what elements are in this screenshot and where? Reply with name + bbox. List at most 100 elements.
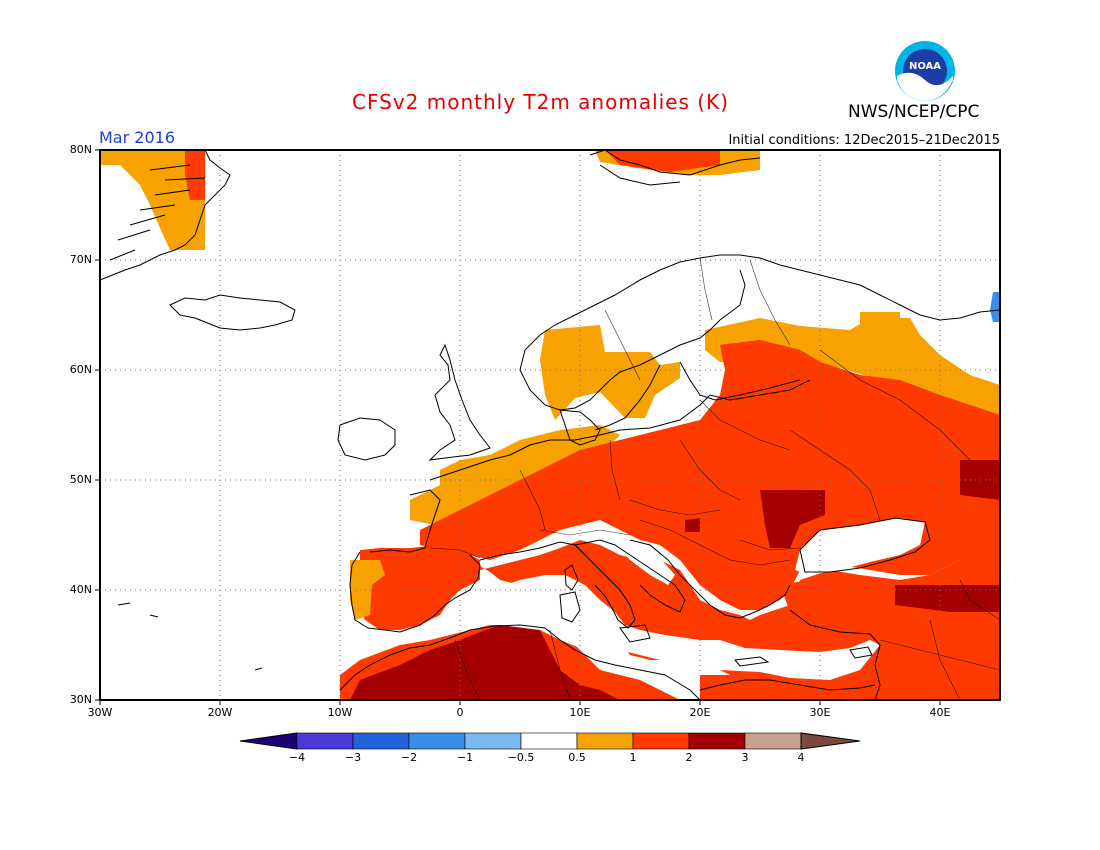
- border-balkans: [639, 519, 791, 566]
- lon-label: 20E: [689, 706, 711, 719]
- anomaly-region-scandinavia: [540, 325, 680, 420]
- coast-crete: [734, 656, 770, 667]
- border-maghreb: [454, 629, 571, 701]
- colorbar-tick-label: −3: [344, 751, 362, 764]
- anomaly-region-ukraine-hot: [760, 490, 825, 548]
- coast-corsica: [564, 564, 579, 591]
- coast-baltic: [599, 269, 801, 401]
- colorbar-swatch: [296, 732, 354, 750]
- lat-label: 80N: [69, 143, 92, 156]
- coast-svalbard: [589, 149, 761, 186]
- colorbar-arrow-left: [239, 732, 298, 750]
- lat-label: 50N: [69, 473, 92, 486]
- border-sweden-finland: [699, 257, 713, 321]
- coast-ireland: [337, 417, 396, 461]
- colorbar-tick-label: 0.5: [568, 751, 586, 764]
- anomaly-region-greenland-warm: [185, 150, 205, 200]
- lon-label: 10W: [327, 706, 353, 719]
- coast-denmark: [559, 409, 601, 446]
- border-pl-ua: [679, 439, 741, 501]
- coast-great-britain: [428, 343, 491, 461]
- anomaly-region-sahara-hot: [350, 625, 620, 700]
- coast-italy: [574, 539, 686, 613]
- coast-mediterranean-north: [479, 541, 636, 629]
- colorbar-swatch: [520, 732, 578, 750]
- lon-label: 10E: [569, 706, 591, 719]
- coast-iberia: [349, 551, 481, 633]
- anomaly-region-kola: [860, 312, 900, 325]
- border-fr-es: [429, 547, 481, 559]
- coast-libya-egypt: [699, 679, 876, 691]
- colorbar-tick-label: 1: [629, 751, 637, 764]
- anomaly-region-iberia: [355, 545, 480, 630]
- anomaly-region-svalbard-warm: [605, 150, 720, 172]
- colorbar-swatch: [576, 732, 634, 750]
- colorbar-swatch: [352, 732, 410, 750]
- lon-label: 30E: [809, 706, 831, 719]
- border-sweden-norway: [604, 309, 641, 381]
- coast-black-sea: [799, 517, 931, 573]
- coast-anatolia: [789, 609, 881, 701]
- colorbar-swatch: [408, 732, 466, 750]
- anomaly-region-portugal: [350, 560, 385, 620]
- svg-text:NOAA: NOAA: [909, 61, 941, 72]
- coast-balkans: [629, 539, 791, 619]
- lat-label: 40N: [69, 583, 92, 596]
- agency-label: NWS/NCEP/CPC: [848, 102, 980, 122]
- coast-continent-north: [429, 379, 811, 481]
- coast-scandinavia: [519, 254, 1001, 371]
- coast-azores: [117, 602, 263, 671]
- colorbar-swatch: [744, 732, 802, 750]
- colorbar-arrow-right: [800, 732, 861, 750]
- lon-label: 0: [456, 706, 464, 719]
- anomaly-region-greenland: [100, 150, 205, 250]
- lon-label: 40E: [929, 706, 951, 719]
- coast-brittany-biscay: [369, 489, 441, 553]
- border-at-hu: [629, 499, 721, 516]
- border-middle-east: [879, 619, 1001, 701]
- colorbar-tick-label: −4: [288, 751, 306, 764]
- coast-greenland-fjords: [109, 164, 206, 261]
- colorbar-swatch: [688, 732, 746, 750]
- border-alps: [539, 529, 631, 536]
- border-de-pl: [609, 439, 621, 501]
- coast-cyprus: [849, 646, 873, 659]
- colorbar-tick-label: −1: [456, 751, 474, 764]
- coast-north-africa: [339, 624, 701, 701]
- colorbar-swatch: [632, 732, 690, 750]
- colorbar-tick-label: 4: [797, 751, 805, 764]
- border-turkey-east: [959, 579, 1001, 621]
- coast-greenland: [99, 149, 231, 281]
- anomaly-region-anatolia-hot: [895, 585, 1000, 612]
- coast-sicily: [619, 624, 651, 643]
- coast-iceland: [169, 294, 296, 331]
- initial-conditions: Initial conditions: 12Dec2015–21Dec2015: [728, 133, 1000, 148]
- colorbar: [239, 732, 861, 750]
- border-fr-de: [519, 469, 546, 531]
- noaa-logo: NOAA: [895, 41, 955, 101]
- coast-sardinia: [559, 591, 581, 623]
- border-baltics: [699, 399, 791, 451]
- colorbar-tick-label: −2: [400, 751, 418, 764]
- border-ru-ua: [789, 429, 881, 521]
- sea-mask-black-sea: [795, 518, 925, 575]
- anomaly-region-western-europe: [410, 425, 620, 525]
- border-finland-russia: [749, 259, 791, 346]
- colorbar-swatch: [464, 732, 522, 750]
- lat-label: 70N: [69, 253, 92, 266]
- lon-label: 30W: [87, 706, 113, 719]
- coast-sweden-east: [594, 364, 661, 431]
- colorbar-tick-label: 3: [741, 751, 749, 764]
- sea-mask-mediterranean: [455, 575, 880, 680]
- sea-mask-adriatic: [618, 540, 675, 585]
- lat-label: 60N: [69, 363, 92, 376]
- anomaly-region-arctic-cold: [990, 292, 1000, 322]
- map-frame: [99, 149, 1001, 701]
- lat-label: 30N: [69, 693, 92, 706]
- colorbar-tick-label: 2: [685, 751, 693, 764]
- anomaly-region-hungary-hot: [685, 518, 700, 532]
- map-title: CFSv2 monthly T2m anomalies (K): [352, 90, 729, 114]
- border-ro-bg: [739, 539, 801, 551]
- border-ru-east: [819, 349, 971, 461]
